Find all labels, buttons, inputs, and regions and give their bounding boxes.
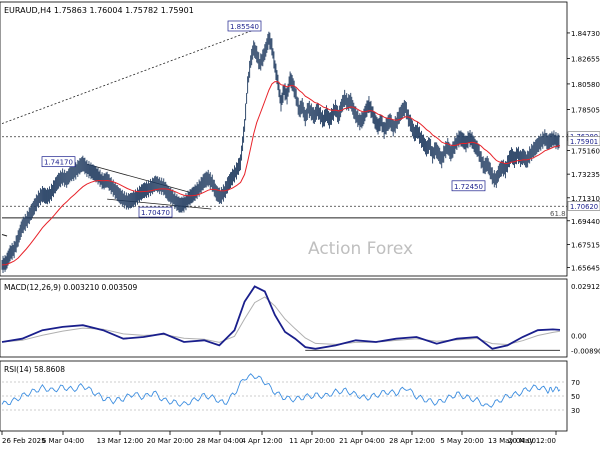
y-tick-label: 1.84730: [571, 30, 600, 38]
moving-average-line: [1, 81, 561, 266]
macd-tick-label: 0.029123: [571, 283, 600, 291]
x-tick-label: 20 Mar 20:00: [147, 437, 194, 445]
main-pane: [0, 1, 568, 277]
x-tick-label: 11 Apr 20:00: [289, 437, 335, 445]
macd-label: MACD(12,26,9) 0.003210 0.003509: [4, 283, 138, 292]
watermark: Action Forex: [308, 239, 413, 259]
x-tick-label: 5 May 20:00: [440, 437, 484, 445]
current-price-badge-box: [567, 136, 600, 146]
y-tick-label: 1.82655: [571, 55, 600, 63]
x-tick-label: 13 May 04:00: [488, 437, 536, 445]
macd-tick-label: -0.008901: [571, 347, 600, 355]
fib-label: 61.8: [550, 210, 566, 218]
y-tick-label: 1.67515: [571, 241, 600, 249]
support-badge-box: [567, 201, 600, 211]
support-badge: 1.70620: [570, 203, 598, 211]
y-tick-label: 1.75160: [571, 148, 600, 156]
annotation-label: 1.85540: [230, 23, 259, 31]
rsi-tick-label: 70: [571, 379, 580, 387]
annotation-label: 1.70470: [141, 209, 170, 217]
rsi-tick-label: 50: [571, 393, 580, 401]
x-tick-label: 4 Apr 12:00: [241, 437, 282, 445]
left-stub-line: [1, 234, 8, 237]
annotation-box: [138, 206, 173, 218]
macd-line: [1, 285, 561, 350]
wedge-upper-line: [86, 163, 191, 193]
annotation-box: [227, 20, 262, 32]
x-tick-label: 13 Mar 12:00: [97, 437, 144, 445]
rsi-label: RSI(14) 58.8608: [4, 365, 65, 374]
x-tick-label: 21 Apr 04:00: [339, 437, 385, 445]
macd-tick-label: 0.00: [571, 332, 587, 340]
y-tick-label: 1.65645: [571, 264, 600, 272]
macd-series: 0.029123 0.00 -0.008901: [1, 283, 600, 355]
rsi-series: 70 50 30: [1, 373, 580, 415]
x-tick-label: 28 Apr 12:00: [389, 437, 435, 445]
x-tick-label: 26 Feb 2025: [2, 437, 46, 445]
current-price-badge: 1.75901: [570, 138, 598, 146]
x-tick-label: 6 Mar 04:00: [42, 437, 84, 445]
trend-line-dotted: [1, 27, 260, 124]
annotation-box: [41, 156, 76, 168]
y-axis-ticks: 1.847301.826551.805801.785051.764301.751…: [567, 30, 600, 272]
x-tick-label: 20 May 12:00: [508, 437, 556, 445]
macd-pane: [0, 278, 568, 358]
x-tick-label: 28 Mar 04:00: [197, 437, 244, 445]
rsi-tick-label: 30: [571, 407, 580, 415]
y-tick-label: 1.71310: [571, 195, 600, 203]
y-tick-label: 1.78505: [571, 106, 600, 114]
annotation-box: [451, 180, 486, 192]
annotation-label: 1.74170: [44, 159, 73, 167]
symbol-header: EURAUD,H4 1.75863 1.76004 1.75782 1.7590…: [4, 6, 194, 15]
rsi-line: [1, 373, 561, 408]
y-tick-label: 1.69440: [571, 218, 600, 226]
price-series: [1, 31, 561, 273]
price-annotations: 1.85540 1.74170 1.70470 1.72450: [41, 20, 486, 218]
annotation-label: 1.72450: [454, 183, 483, 191]
y-tick-label: 1.80580: [571, 81, 600, 89]
y-tick-label: 1.73235: [571, 171, 600, 179]
